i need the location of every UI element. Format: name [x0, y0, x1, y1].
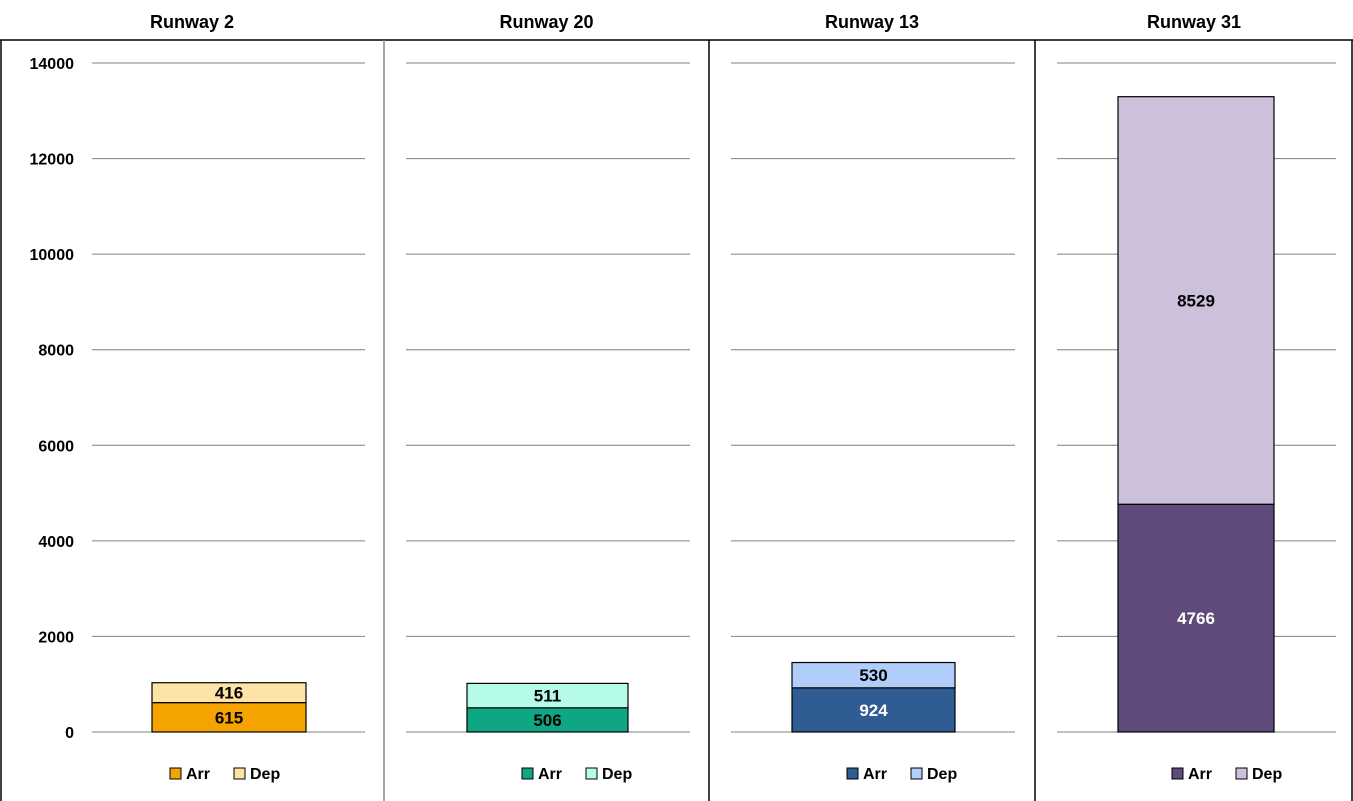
legend-swatch-dep: [233, 767, 246, 780]
bar-arr-4: [1117, 503, 1275, 733]
data-label: 924: [859, 701, 888, 720]
y-tick-label: 8000: [38, 343, 74, 360]
panel-title: Runway 20: [499, 12, 593, 32]
legend-label-dep: Dep: [927, 766, 957, 783]
legend-swatch-arr: [1171, 767, 1184, 780]
y-tick-label: 4000: [38, 534, 74, 551]
data-label: 506: [533, 711, 561, 730]
bar-dep-2: [466, 682, 629, 709]
y-tick-label: 12000: [30, 152, 75, 169]
legend-label-dep: Dep: [1252, 766, 1282, 783]
y-tick-label: 6000: [38, 438, 74, 455]
bar-arr-2: [466, 707, 629, 733]
legend-label-arr: Arr: [1188, 766, 1212, 783]
legend-label-dep: Dep: [250, 766, 280, 783]
bar-dep-1: [151, 682, 307, 704]
legend-swatch-arr: [521, 767, 534, 780]
bar-dep-3: [791, 661, 956, 689]
legend-swatch-dep: [585, 767, 598, 780]
data-label: 4766: [1177, 609, 1215, 628]
y-tick-label: 14000: [30, 56, 75, 73]
legend-swatch-dep: [1235, 767, 1248, 780]
data-label: 416: [215, 684, 243, 703]
legend-swatch-arr: [169, 767, 182, 780]
panel-title: Runway 2: [150, 12, 234, 32]
bar-arr-1: [151, 702, 307, 733]
legend-label-arr: Arr: [863, 766, 887, 783]
y-tick-label: 10000: [30, 247, 75, 264]
data-label: 530: [859, 666, 887, 685]
y-tick-label: 0: [65, 725, 74, 742]
legend-swatch-dep: [910, 767, 923, 780]
data-label: 511: [534, 687, 561, 706]
y-tick-label: 2000: [38, 629, 74, 646]
legend-label-arr: Arr: [186, 766, 210, 783]
legend-label-arr: Arr: [538, 766, 562, 783]
panel-title: Runway 31: [1147, 12, 1241, 32]
bar-dep-4: [1117, 96, 1275, 505]
legend-label-dep: Dep: [602, 766, 632, 783]
data-label: 615: [215, 708, 243, 727]
bar-arr-3: [791, 687, 956, 733]
data-label: 8529: [1177, 291, 1215, 310]
legend-swatch-arr: [846, 767, 859, 780]
panel-title: Runway 13: [825, 12, 919, 32]
